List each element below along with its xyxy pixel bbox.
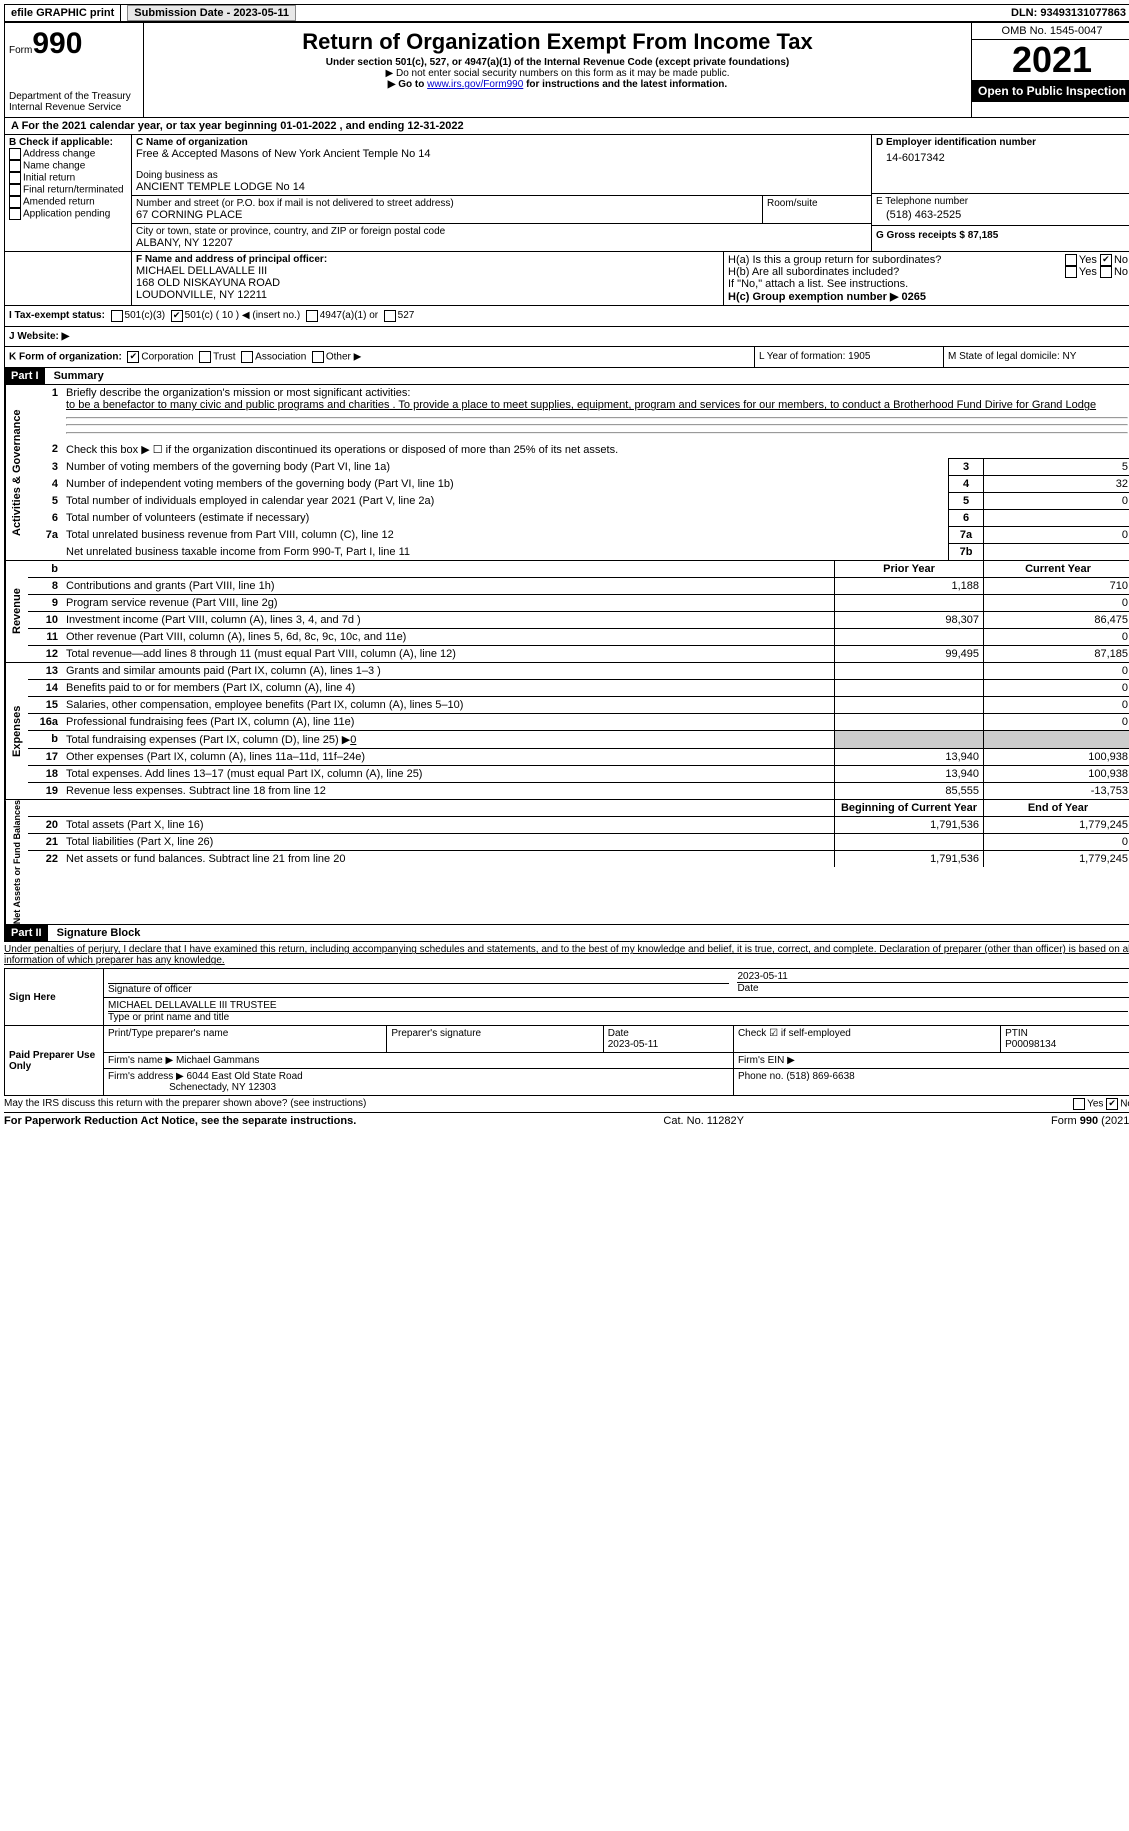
part1-title: Summary [48,368,110,384]
part2-title: Signature Block [51,925,147,941]
note-link: ▶ Go to www.irs.gov/Form990 for instruct… [148,79,967,90]
revenue-section: Revenue bPrior YearCurrent Year 8Contrib… [4,561,1129,663]
street-label: Number and street (or P.O. box if mail i… [136,198,758,209]
v7b [984,544,1129,561]
catalog-number: Cat. No. 11282Y [663,1115,744,1127]
dba-value: ANCIENT TEMPLE LODGE No 14 [136,181,867,193]
expenses-section: Expenses 13Grants and similar amounts pa… [4,663,1129,800]
signature-table: Sign Here Signature of officer 2023-05-1… [4,968,1129,1096]
v5: 0 [984,493,1129,510]
activities-section: Activities & Governance 1 Briefly descri… [4,385,1129,561]
submission-date-button[interactable]: Submission Date - 2023-05-11 [127,5,296,21]
page-footer: For Paperwork Reduction Act Notice, see … [4,1112,1129,1127]
part1-header-row: Part I Summary [4,368,1129,385]
h-a: H(a) Is this a group return for subordin… [728,254,1065,266]
h-c: H(c) Group exemption number ▶ 0265 [728,290,1128,303]
form-number: 990 [32,27,82,60]
form-header: Form990 Department of the Treasury Inter… [4,22,1129,118]
dln-label: DLN: 93493131077863 [1005,5,1129,21]
gross-receipts: G Gross receipts $ 87,185 [872,226,1129,245]
form-title: Return of Organization Exempt From Incom… [148,29,967,55]
v4: 32 [984,476,1129,493]
website-row: J Website: ▶ [4,327,1129,347]
irs-label: Internal Revenue Service [9,102,139,113]
ptin-value: P00098134 [1005,1039,1056,1050]
paperwork-notice: For Paperwork Reduction Act Notice, see … [4,1115,356,1127]
omb-number: OMB No. 1545-0047 [972,23,1129,40]
netassets-label: Net Assets or Fund Balances [5,800,28,924]
efile-label: efile GRAPHIC print [5,5,120,21]
entity-section: B Check if applicable: Address change Na… [4,135,1129,252]
klm-row: K Form of organization: Corporation Trus… [4,347,1129,368]
revenue-label: Revenue [5,561,28,662]
activities-label: Activities & Governance [5,385,28,560]
part1-tag: Part I [5,368,45,384]
sign-here-label: Sign Here [5,969,104,1026]
part2-header-row: Part II Signature Block [4,925,1129,942]
form-label: Form [9,45,32,56]
tax-year: 2021 [972,40,1129,80]
line-a: A For the 2021 calendar year, or tax yea… [4,118,1129,135]
state-domicile: M State of legal domicile: NY [943,347,1129,367]
netassets-section: Net Assets or Fund Balances Beginning of… [4,800,1129,925]
room-label: Room/suite [762,196,871,223]
expenses-label: Expenses [5,663,28,799]
tax-status-row: I Tax-exempt status: 501(c)(3) 501(c) ( … [4,306,1129,327]
v7a: 0 [984,527,1129,544]
ein-value: 14-6017342 [876,148,1128,168]
year-formation: L Year of formation: 1905 [754,347,943,367]
officer-section: F Name and address of principal officer:… [4,252,1129,306]
officer-addr1: 168 OLD NISKAYUNA ROAD [136,277,719,289]
box-b-label: B Check if applicable: [9,137,127,148]
v6 [984,510,1129,527]
paid-preparer-label: Paid Preparer Use Only [5,1026,104,1096]
dept-label: Department of the Treasury [9,91,139,102]
h-b: H(b) Are all subordinates included? [728,266,1065,278]
inspection-box: Open to Public Inspection [972,80,1129,102]
city-value: ALBANY, NY 12207 [136,237,867,249]
officer-label: F Name and address of principal officer: [136,254,719,265]
h-note: If "No," attach a list. See instructions… [728,278,1128,290]
dba-label: Doing business as [136,170,867,181]
org-name-label: C Name of organization [136,137,867,148]
org-name: Free & Accepted Masons of New York Ancie… [136,148,867,160]
part2-tag: Part II [5,925,48,941]
officer-name-title: MICHAEL DELLAVALLE III TRUSTEE [108,1000,1128,1011]
phone-value: (518) 463-2525 [876,207,1128,223]
irs-link[interactable]: www.irs.gov/Form990 [427,79,523,90]
phone-label: E Telephone number [876,196,1128,207]
city-label: City or town, state or province, country… [136,226,867,237]
officer-name: MICHAEL DELLAVALLE III [136,265,719,277]
officer-addr2: LOUDONVILLE, NY 12211 [136,289,719,301]
ein-label: D Employer identification number [876,137,1128,148]
form-footer: Form 990 (2021) [1051,1115,1129,1127]
discuss-row: May the IRS discuss this return with the… [4,1096,1129,1112]
firm-phone: (518) 869-6638 [786,1071,854,1082]
mission-text: to be a benefactor to many civic and pub… [66,399,1096,411]
form-subtitle: Under section 501(c), 527, or 4947(a)(1)… [148,57,967,68]
v3: 5 [984,459,1129,476]
firm-name: Michael Gammans [176,1055,259,1066]
street-value: 67 CORNING PLACE [136,209,758,221]
top-bar: efile GRAPHIC print Submission Date - 20… [4,4,1129,22]
note-ssn: ▶ Do not enter social security numbers o… [148,68,967,79]
perjury-text: Under penalties of perjury, I declare th… [4,942,1129,968]
